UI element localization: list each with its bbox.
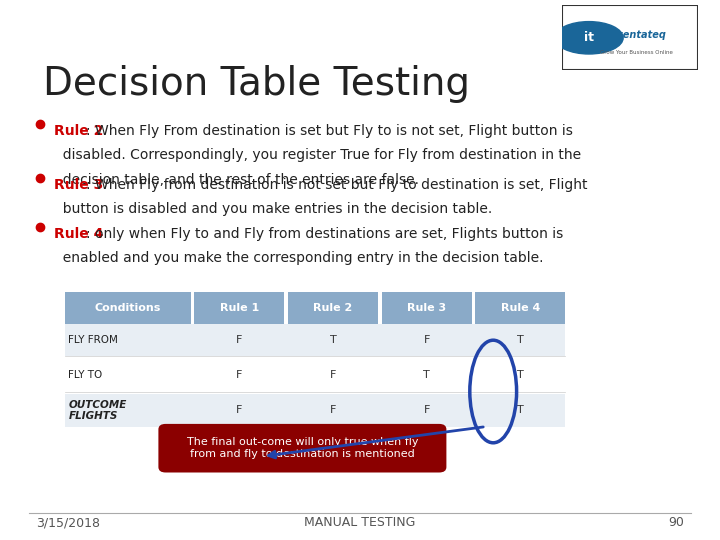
Text: F: F xyxy=(236,406,243,415)
Text: enabled and you make the corresponding entry in the decision table.: enabled and you make the corresponding e… xyxy=(54,251,544,265)
Text: Rule 1: Rule 1 xyxy=(220,303,259,313)
Text: 90: 90 xyxy=(668,516,684,529)
Text: T: T xyxy=(423,370,430,380)
Text: Rule 4: Rule 4 xyxy=(54,227,104,241)
Text: : only when Fly to and Fly from destinations are set, Flights button is: : only when Fly to and Fly from destinat… xyxy=(86,227,564,241)
Text: disabled. Correspondingly, you register True for Fly from destination in the: disabled. Correspondingly, you register … xyxy=(54,148,581,163)
FancyBboxPatch shape xyxy=(382,292,472,324)
Text: Grow Your Business Online: Grow Your Business Online xyxy=(600,50,673,55)
Text: T: T xyxy=(330,335,336,345)
Text: F: F xyxy=(330,406,336,415)
Text: F: F xyxy=(423,335,430,345)
Text: : When Fly From destination is set but Fly to is not set, Flight button is: : When Fly From destination is set but F… xyxy=(86,124,573,138)
Text: : When Fly from destination is not set but Fly to destination is set, Flight: : When Fly from destination is not set b… xyxy=(86,178,588,192)
Text: Decision Table Testing: Decision Table Testing xyxy=(43,65,470,103)
Text: F: F xyxy=(236,370,243,380)
Text: Rule 2: Rule 2 xyxy=(313,303,353,313)
FancyBboxPatch shape xyxy=(562,5,698,70)
FancyBboxPatch shape xyxy=(158,424,446,472)
FancyBboxPatch shape xyxy=(65,394,565,427)
Text: FLY TO: FLY TO xyxy=(68,370,103,380)
Text: Rule 3: Rule 3 xyxy=(54,178,103,192)
Text: T: T xyxy=(517,406,523,415)
Text: F: F xyxy=(330,370,336,380)
Text: F: F xyxy=(423,406,430,415)
Text: Conditions: Conditions xyxy=(94,303,161,313)
Text: MANUAL TESTING: MANUAL TESTING xyxy=(305,516,415,529)
Circle shape xyxy=(554,22,624,54)
Text: F: F xyxy=(236,335,243,345)
FancyBboxPatch shape xyxy=(65,359,565,392)
Text: FLY FROM: FLY FROM xyxy=(68,335,118,345)
Text: it: it xyxy=(584,31,594,44)
Text: T: T xyxy=(517,370,523,380)
Text: The final out-come will only true when fly
from and fly to destination is mentio: The final out-come will only true when f… xyxy=(186,437,418,459)
Text: OUTCOME
FLIGHTS: OUTCOME FLIGHTS xyxy=(68,400,127,421)
Text: inventateq: inventateq xyxy=(607,30,667,39)
FancyBboxPatch shape xyxy=(288,292,378,324)
Text: T: T xyxy=(517,335,523,345)
Text: decision table, and the rest of the entries are false.: decision table, and the rest of the entr… xyxy=(54,173,419,187)
Text: Rule 3: Rule 3 xyxy=(407,303,446,313)
Text: Rule 2: Rule 2 xyxy=(54,124,104,138)
FancyBboxPatch shape xyxy=(65,324,565,356)
Text: button is disabled and you make entries in the decision table.: button is disabled and you make entries … xyxy=(54,202,492,217)
Text: Rule 4: Rule 4 xyxy=(500,303,540,313)
Text: 3/15/2018: 3/15/2018 xyxy=(36,516,100,529)
FancyBboxPatch shape xyxy=(475,292,565,324)
FancyBboxPatch shape xyxy=(65,292,191,324)
FancyBboxPatch shape xyxy=(194,292,284,324)
